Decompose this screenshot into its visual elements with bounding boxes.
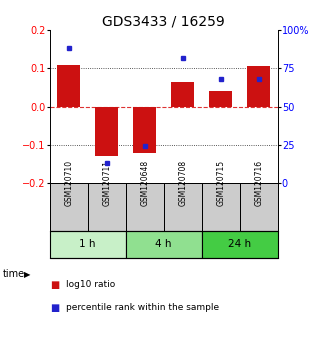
Text: GSM120710: GSM120710 [64, 160, 73, 206]
Text: GSM120716: GSM120716 [254, 160, 263, 206]
Text: GSM120708: GSM120708 [178, 160, 187, 206]
Text: 4 h: 4 h [155, 240, 172, 250]
Text: GSM120711: GSM120711 [102, 160, 111, 206]
Text: 1 h: 1 h [80, 240, 96, 250]
Bar [95, 107, 118, 156]
Text: log10 ratio: log10 ratio [66, 280, 115, 290]
Text: 24 h: 24 h [228, 240, 251, 250]
FancyBboxPatch shape [88, 183, 126, 230]
Bar [209, 91, 232, 107]
Text: time: time [3, 269, 25, 279]
Text: percentile rank within the sample: percentile rank within the sample [66, 303, 219, 313]
FancyBboxPatch shape [126, 183, 164, 230]
FancyBboxPatch shape [50, 230, 126, 258]
FancyBboxPatch shape [50, 183, 88, 230]
Text: ▶: ▶ [24, 270, 30, 279]
FancyBboxPatch shape [240, 183, 278, 230]
Text: ■: ■ [50, 303, 59, 313]
FancyBboxPatch shape [202, 230, 278, 258]
Bar [57, 64, 80, 107]
FancyBboxPatch shape [126, 230, 202, 258]
Title: GDS3433 / 16259: GDS3433 / 16259 [102, 15, 225, 29]
Text: GSM120715: GSM120715 [216, 160, 225, 206]
FancyBboxPatch shape [164, 183, 202, 230]
Text: ■: ■ [50, 280, 59, 290]
Text: GSM120648: GSM120648 [140, 160, 149, 206]
FancyBboxPatch shape [202, 183, 240, 230]
Bar [133, 107, 156, 153]
Bar [247, 67, 270, 107]
Bar [171, 82, 194, 107]
